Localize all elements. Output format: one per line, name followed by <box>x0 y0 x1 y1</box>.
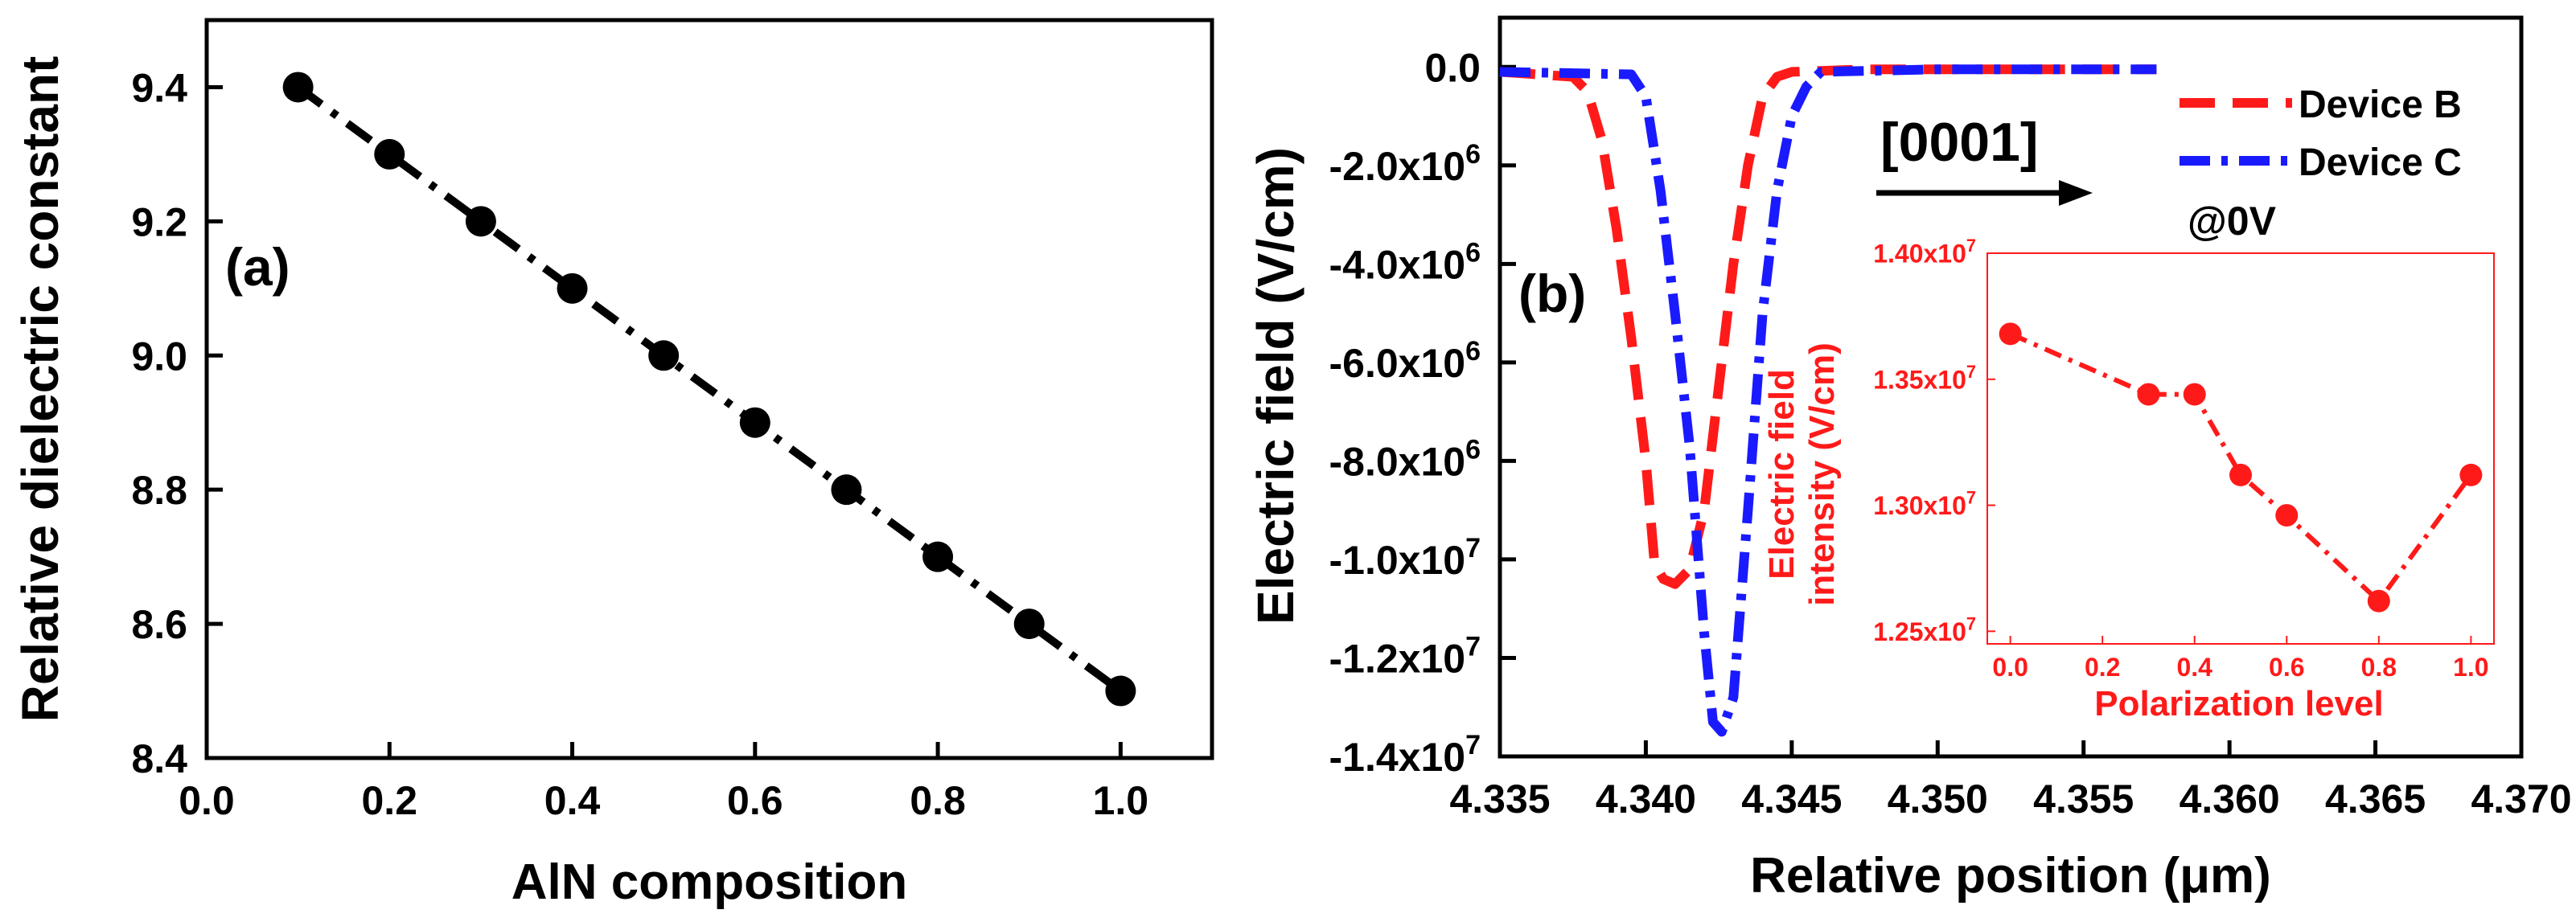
x-tick-label: 4.335 <box>1449 777 1550 822</box>
x-tick-label: 4.345 <box>1741 777 1842 822</box>
panel-a-chart: 0.0 0.2 0.4 0.6 0.8 1.0 8.4 8.6 8.8 9.0 9.2 9.4 (a)… <box>11 18 1214 910</box>
x-tick-label: 0.4 <box>544 778 601 823</box>
panel-b-y-axis-title: Electric field (V/cm) <box>1247 147 1304 625</box>
inset-data-point <box>2367 589 2390 613</box>
x-tick-label: 0.6 <box>727 778 783 823</box>
x-tick-label: 0.0 <box>179 778 235 823</box>
x-tick-label: 4.360 <box>2180 777 2280 822</box>
inset-data-point <box>1999 322 2022 346</box>
y-tick-label: 9.2 <box>131 199 187 244</box>
x-tick-label: 0.0 <box>1992 653 2028 682</box>
device-b-line <box>1499 64 2157 589</box>
panel-b-label: (b) <box>1518 264 1586 323</box>
y-tick-label: -4.0x106 <box>1329 237 1481 287</box>
x-tick-label: 0.8 <box>2361 653 2397 682</box>
inset-y-axis-title-line-2: intensity (V/cm) <box>1802 342 1842 606</box>
data-point <box>739 407 770 438</box>
panel-b-ticks: 4.335 4.340 4.345 4.350 4.355 4.360 4.365 4.370… <box>1329 45 2571 822</box>
y-tick-label: 1.35x107 <box>1873 362 1976 394</box>
y-tick-label: -8.0x106 <box>1329 434 1481 484</box>
inset-chart: 0.0 0.2 0.4 0.6 0.8 1.0 1.25x107 1.30x107 1.35x1… <box>1762 236 2495 723</box>
x-tick-label: 4.370 <box>2471 777 2571 822</box>
y-tick-label: 9.4 <box>131 65 187 110</box>
x-tick-label: 0.6 <box>2269 653 2304 682</box>
inset-data-point <box>2229 463 2252 486</box>
y-tick-label: -2.0x106 <box>1329 139 1481 189</box>
y-tick-label: 8.8 <box>131 468 187 513</box>
panel-a-x-axis-title: AlN composition <box>512 854 908 910</box>
inset-frame <box>1986 252 2495 645</box>
inset-series <box>1999 322 2483 613</box>
data-point <box>557 273 588 304</box>
y-tick-label: 1.30x107 <box>1873 488 1976 520</box>
legend-device-b-label: Device B <box>2299 84 2462 126</box>
panel-a-plot-frame <box>204 18 1214 760</box>
y-tick-label: 8.6 <box>131 602 187 647</box>
panel-a-ticks: 0.0 0.2 0.4 0.6 0.8 1.0 8.4 8.6 8.8 9.0 9.2 9.4 <box>131 65 1148 823</box>
panel-b-legend: Device B Device C <box>2180 84 2462 184</box>
x-tick-label: 0.8 <box>910 778 966 823</box>
data-point <box>1013 609 1045 640</box>
data-point <box>922 541 954 572</box>
direction-annotation: [0001] <box>1880 112 2039 173</box>
x-tick-label: 0.2 <box>362 778 418 823</box>
inset-data-point <box>2137 383 2160 406</box>
data-point <box>465 206 496 237</box>
panel-b-series <box>1499 64 2157 737</box>
data-point <box>648 340 680 371</box>
panel-b-plot-frame <box>1498 15 2524 759</box>
inset-data-point <box>2183 383 2206 406</box>
y-tick-label: 8.4 <box>131 736 187 781</box>
data-point <box>1105 675 1136 707</box>
y-tick-label: 9.0 <box>131 334 187 379</box>
direction-arrow <box>1876 180 2093 206</box>
inset-data-point <box>2275 504 2299 527</box>
y-tick-label: -1.0x107 <box>1329 533 1481 583</box>
x-tick-label: 4.355 <box>2033 777 2134 822</box>
data-point <box>282 72 314 103</box>
y-tick-label: -1.2x107 <box>1329 631 1481 681</box>
y-tick-label: 0.0 <box>1424 45 1481 90</box>
x-tick-label: 0.2 <box>2085 653 2120 682</box>
arrow-head <box>2059 180 2093 206</box>
panel-a-label: (a) <box>225 237 290 297</box>
panel-b-chart: 4.335 4.340 4.345 4.350 4.355 4.360 4.365 4.370… <box>1247 15 2572 904</box>
device-c-line <box>1499 64 2157 737</box>
panel-a-y-axis-title: Relative dielectric constant <box>11 56 69 723</box>
inset-ticks: 0.0 0.2 0.4 0.6 0.8 1.0 1.25x107 1.30x107 1.35x1… <box>1873 236 2488 682</box>
x-tick-label: 4.350 <box>1888 777 1988 822</box>
x-tick-label: 4.340 <box>1596 777 1696 822</box>
legend-device-c-label: Device C <box>2299 141 2462 184</box>
y-tick-label: -1.4x107 <box>1329 730 1481 780</box>
inset-y-axis-title-line-1: Electric field <box>1762 369 1802 580</box>
y-tick-label: -6.0x106 <box>1329 336 1481 386</box>
x-tick-label: 1.0 <box>2453 653 2488 682</box>
bias-annotation: @0V <box>2188 199 2277 244</box>
y-tick-label: 1.25x107 <box>1873 613 1976 645</box>
panel-b-x-axis-title: Relative position (μm) <box>1750 848 2271 904</box>
x-tick-label: 0.4 <box>2176 653 2212 682</box>
data-point <box>374 138 405 170</box>
data-point <box>831 474 862 506</box>
y-tick-label: 1.40x107 <box>1873 236 1976 268</box>
inset-x-axis-title: Polarization level <box>2094 684 2383 723</box>
x-tick-label: 1.0 <box>1093 778 1149 823</box>
panel-a-series <box>282 72 1136 707</box>
inset-data-point <box>2459 463 2483 486</box>
x-tick-label: 4.365 <box>2325 777 2426 822</box>
dielectric-line <box>295 84 1124 695</box>
